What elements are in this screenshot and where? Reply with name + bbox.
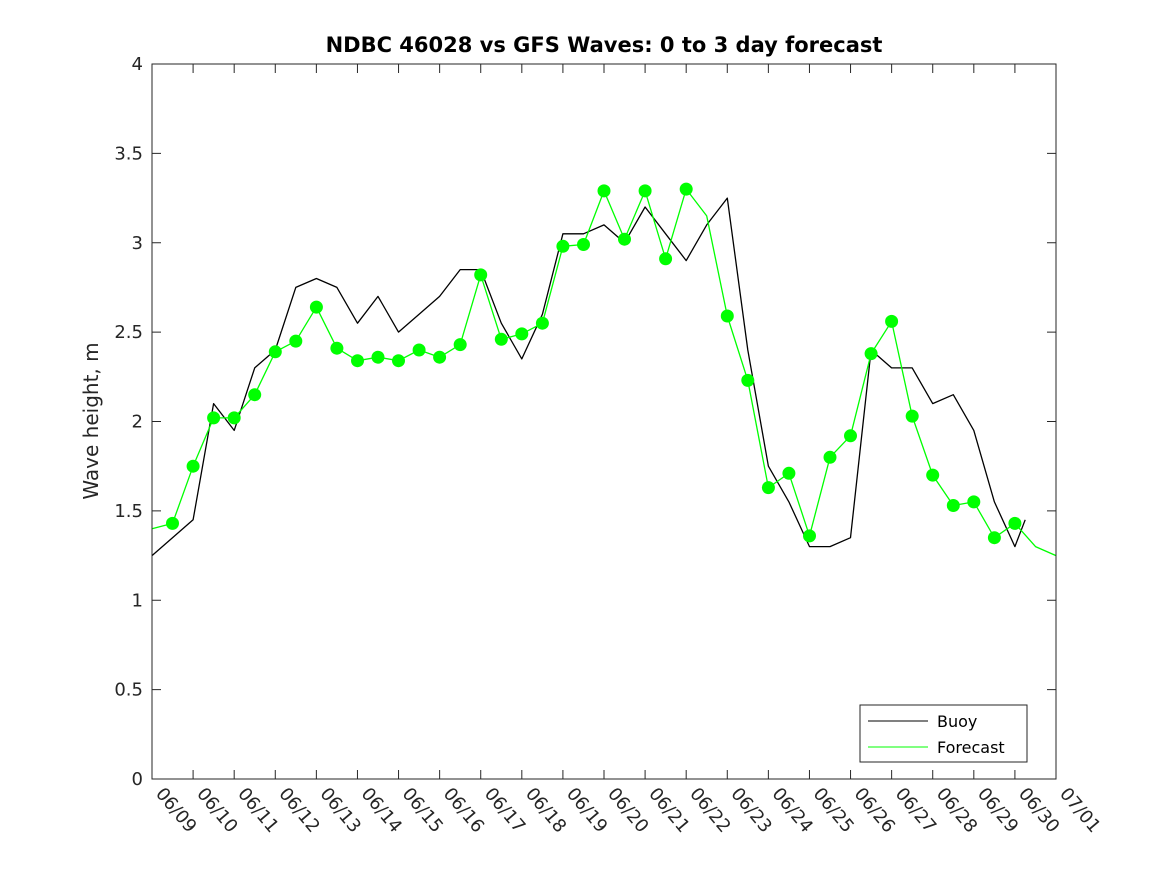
legend-box: [859, 704, 1028, 763]
y-tick-label: 3.5: [114, 143, 143, 164]
y-axis: 0 0.5 1 1.5 2 2.5 3 3.5 4: [114, 54, 1056, 790]
y-tick-label: 0.5: [114, 680, 143, 701]
forecast-marker: [659, 252, 673, 266]
forecast-marker: [227, 411, 241, 425]
forecast-marker: [207, 411, 221, 425]
forecast-marker: [679, 182, 693, 196]
legend-label-buoy: Buoy: [937, 712, 977, 731]
chart-title: NDBC 46028 vs GFS Waves: 0 to 3 day fore…: [326, 33, 883, 57]
forecast-marker: [289, 334, 303, 348]
y-tick-label: 4: [132, 54, 143, 75]
forecast-marker: [577, 238, 590, 251]
forecast-marker: [330, 341, 344, 355]
forecast-marker: [618, 232, 631, 246]
forecast-marker: [926, 468, 940, 482]
forecast-marker: [638, 184, 652, 198]
forecast-marker: [864, 347, 878, 361]
forecast-marker: [720, 309, 734, 323]
forecast-marker: [885, 314, 899, 328]
forecast-marker: [248, 388, 262, 402]
forecast-marker: [433, 350, 447, 364]
forecast-marker: [392, 354, 405, 368]
forecast-marker: [803, 529, 816, 543]
legend: Buoy Forecast: [859, 704, 1028, 763]
y-tick-label: 1.5: [114, 501, 143, 522]
y-tick-label: 1: [132, 590, 143, 611]
forecast-marker: [946, 499, 960, 512]
forecast-marker: [782, 466, 796, 480]
forecast-marker: [905, 409, 919, 423]
series-line-buoy: [151, 197, 1026, 557]
forecast-marker: [453, 338, 467, 352]
forecast-marker: [494, 332, 508, 346]
forecast-marker: [268, 345, 282, 359]
forecast-marker: [761, 481, 775, 495]
plot-area: [151, 182, 1057, 557]
forecast-marker: [412, 343, 426, 357]
y-tick-label: 2: [132, 412, 143, 433]
y-axis-label: Wave height, m: [79, 342, 103, 499]
forecast-marker: [967, 495, 981, 509]
forecast-marker: [823, 450, 837, 464]
legend-label-forecast: Forecast: [937, 738, 1005, 757]
forecast-marker: [1008, 516, 1022, 530]
forecast-marker: [474, 268, 488, 282]
forecast-marker: [597, 184, 611, 198]
forecast-marker: [987, 531, 1001, 545]
forecast-marker: [371, 350, 385, 364]
y-tick-label: 0: [132, 769, 143, 790]
forecast-marker: [309, 300, 323, 314]
forecast-marker: [515, 327, 529, 341]
forecast-marker: [556, 239, 570, 253]
y-tick-label: 3: [132, 233, 143, 254]
forecast-marker: [741, 373, 755, 387]
forecast-marker: [186, 459, 200, 473]
forecast-marker: [351, 354, 364, 368]
forecast-marker: [535, 316, 549, 330]
y-tick-label: 2.5: [114, 322, 143, 343]
forecast-marker: [844, 429, 857, 443]
forecast-marker: [166, 516, 179, 530]
